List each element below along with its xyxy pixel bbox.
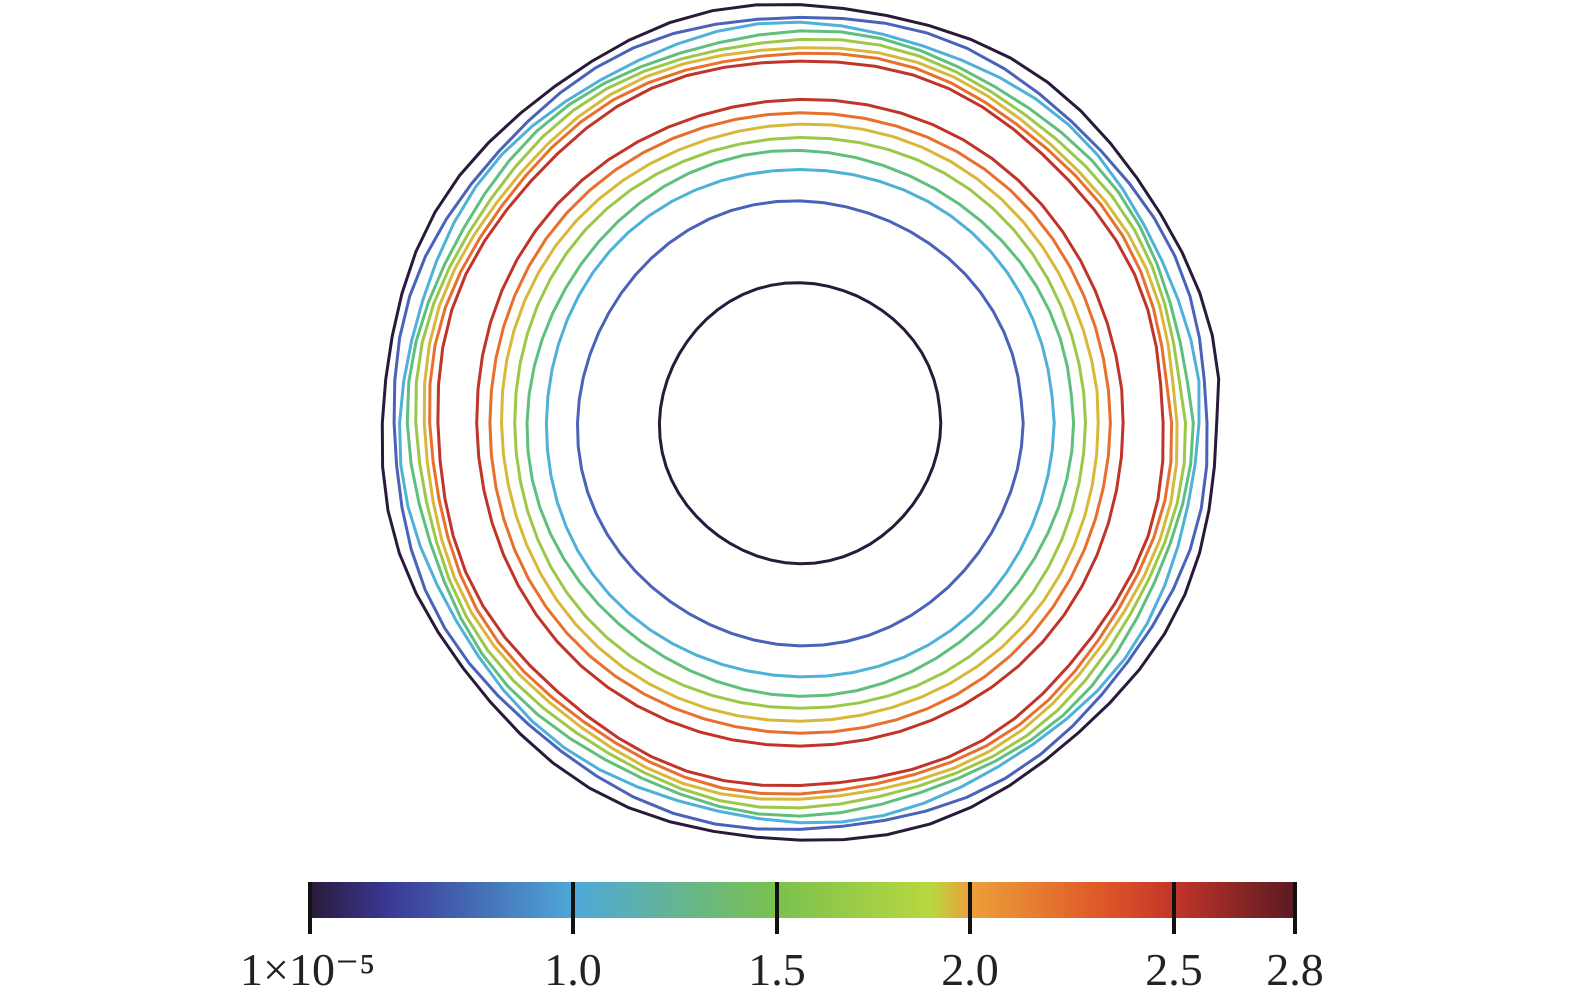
contour-line-outer bbox=[414, 37, 1188, 810]
contour-line-outer bbox=[398, 20, 1201, 825]
contour-line-outer bbox=[422, 46, 1179, 801]
contour-lines bbox=[380, 3, 1221, 842]
colorbar-gradient bbox=[310, 882, 1295, 918]
contour-line-outer bbox=[392, 15, 1209, 831]
colorbar-tick-label: 2.5 bbox=[1145, 944, 1203, 995]
colorbar-tick-label: 1.5 bbox=[748, 944, 806, 995]
contour-line-inner bbox=[544, 167, 1056, 679]
colorbar-tick-label: 1.0 bbox=[544, 944, 602, 995]
colorbar: 1×10⁻⁵ 1.0 1.5 2.0 2.5 2.8 bbox=[240, 882, 1324, 995]
contour-line-outer bbox=[428, 51, 1174, 796]
contour-line-inner bbox=[657, 281, 943, 566]
colorbar-tick-label: 1×10⁻⁵ bbox=[240, 944, 375, 995]
contour-line-outer bbox=[436, 59, 1165, 788]
contour-line-inner bbox=[575, 199, 1025, 648]
contour-line-inner bbox=[475, 97, 1125, 748]
contour-line-inner bbox=[488, 111, 1112, 735]
contour-line-outer bbox=[380, 3, 1221, 842]
contour-line-inner bbox=[499, 122, 1100, 723]
colorbar-tick-label: 2.0 bbox=[941, 944, 999, 995]
contour-line-inner bbox=[525, 148, 1076, 698]
contour-line-outer bbox=[405, 29, 1195, 818]
contour-line-inner bbox=[513, 135, 1088, 710]
colorbar-tick-label: 2.8 bbox=[1266, 944, 1324, 995]
